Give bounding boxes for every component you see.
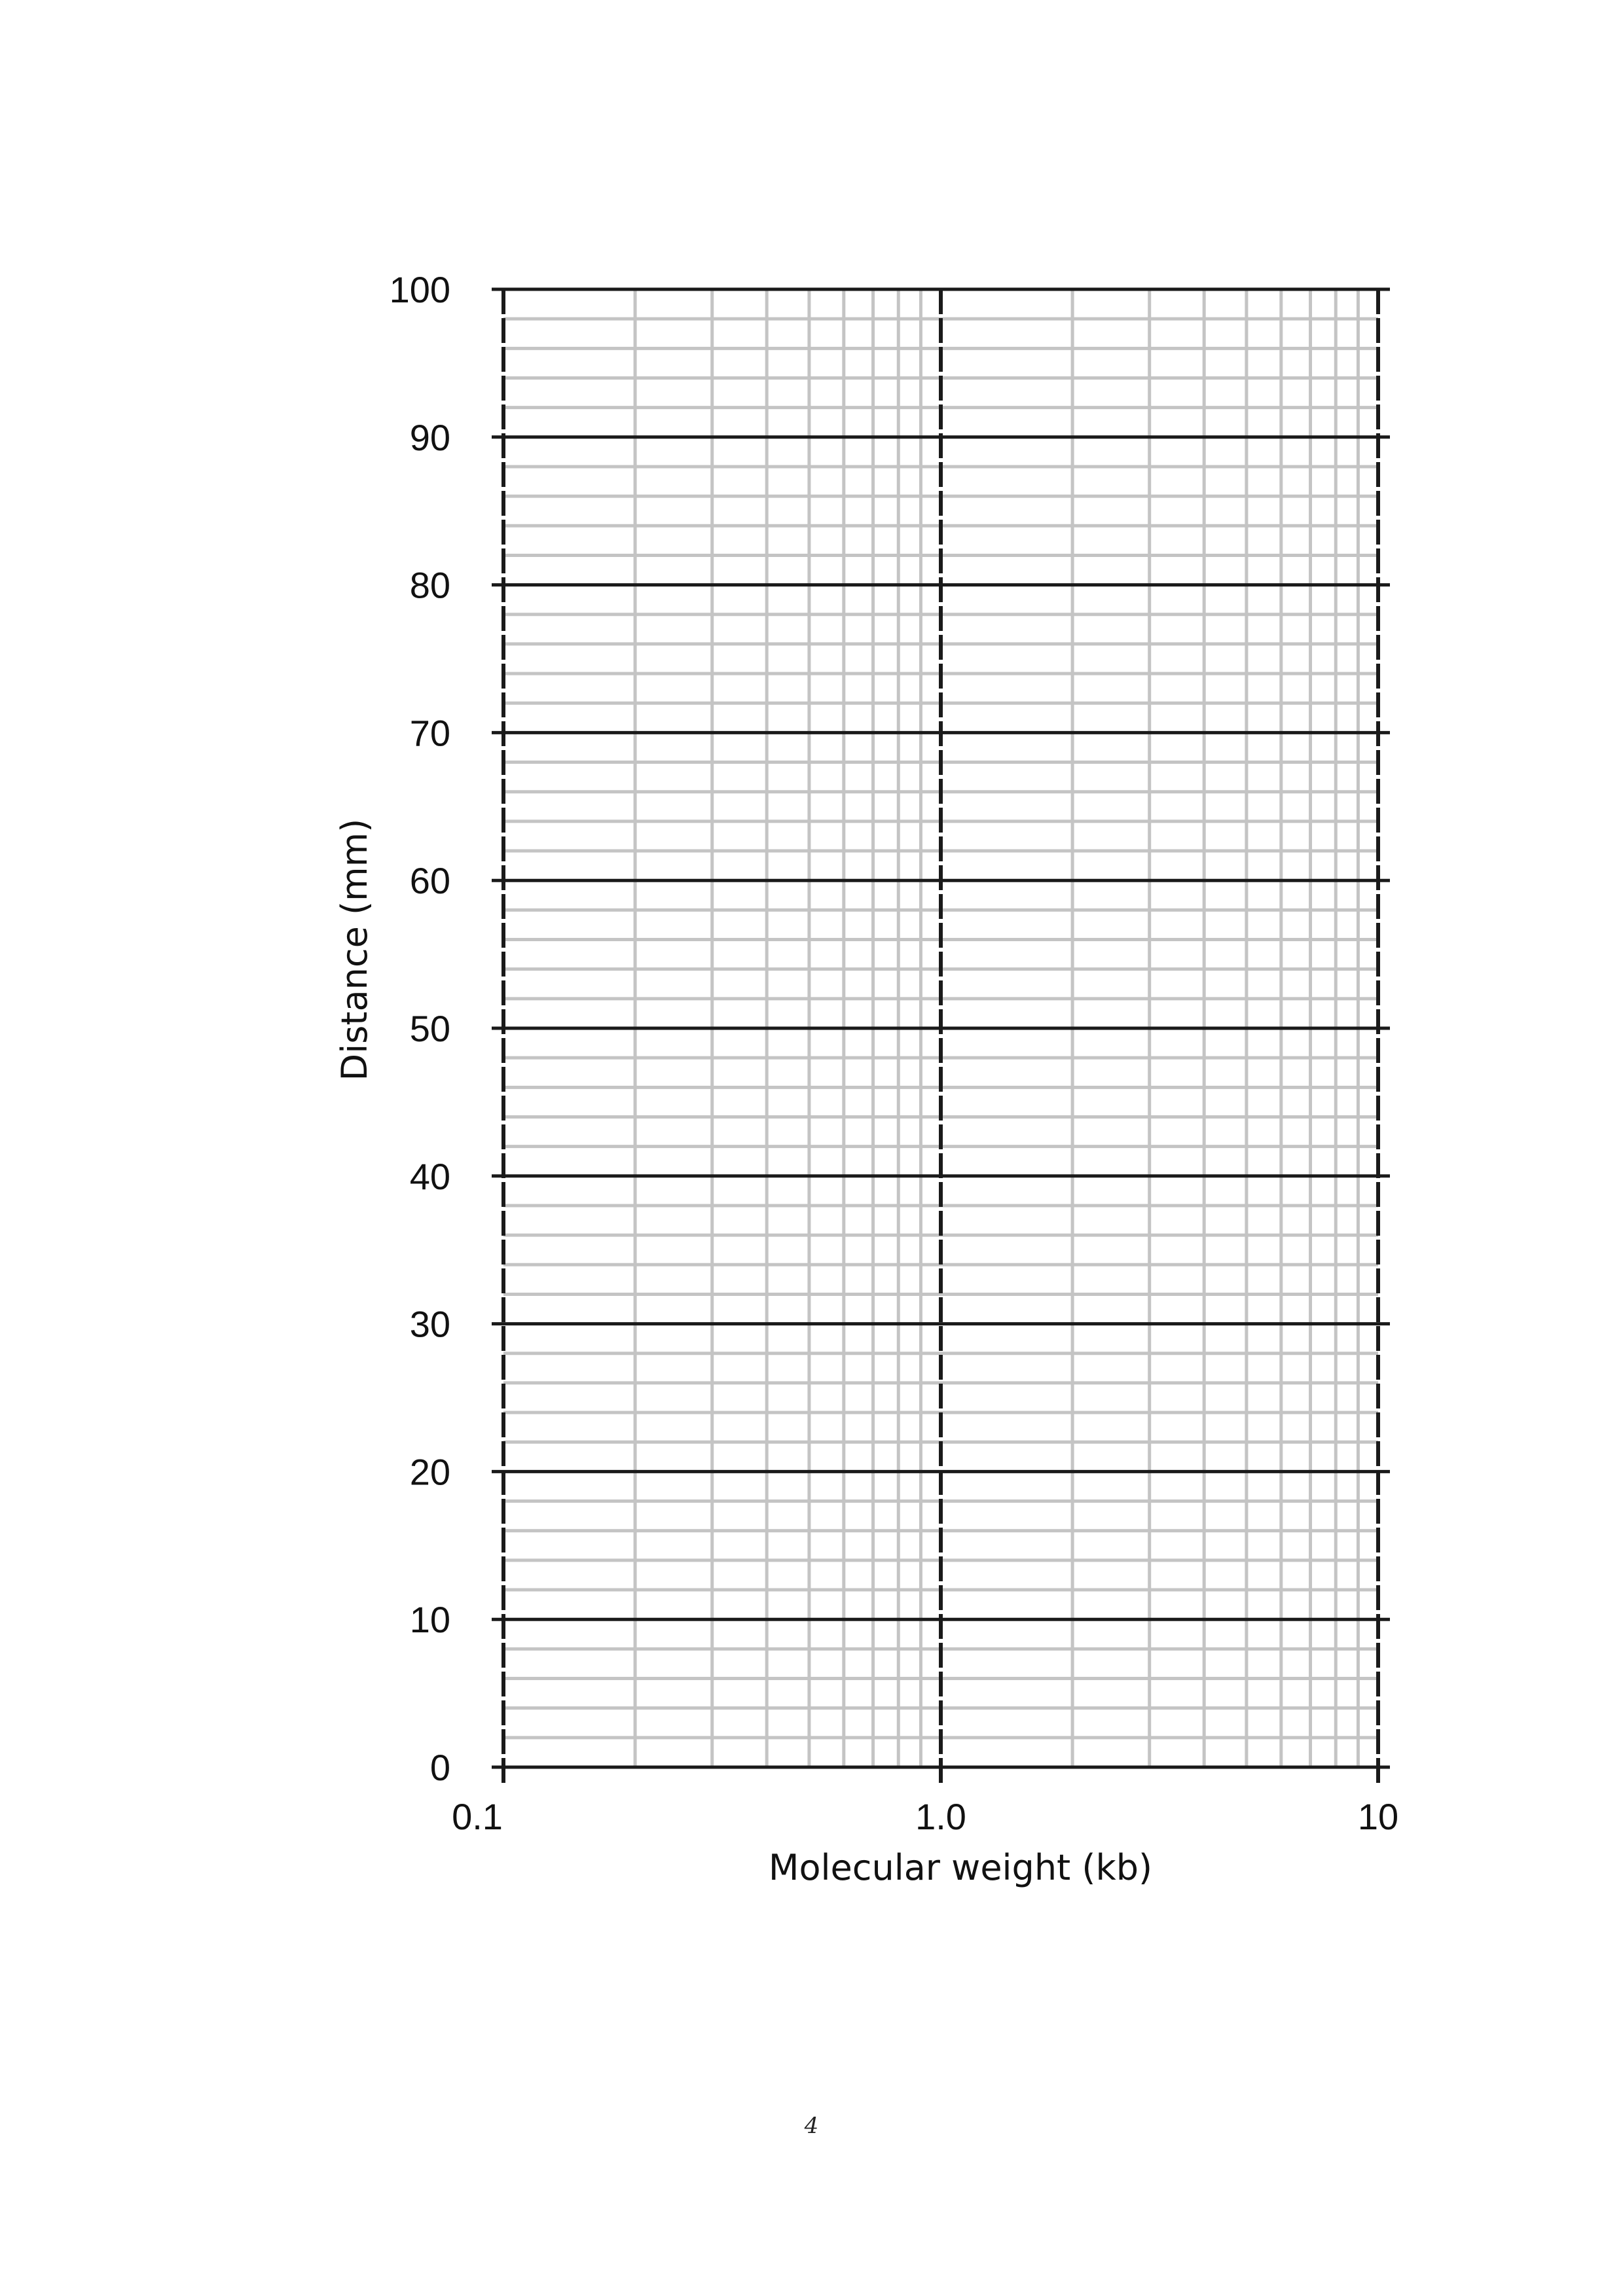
y-tick-label: 20 — [410, 1451, 450, 1492]
y-axis-title: Distance (mm) — [334, 819, 375, 1081]
y-tick-label: 50 — [410, 1008, 450, 1049]
y-tick-label: 60 — [410, 860, 450, 901]
y-tick-label: 90 — [410, 417, 450, 458]
y-tick-labels: 0 10 20 30 40 50 60 70 80 90 100 — [390, 269, 450, 1788]
x-axis-title: Molecular weight (kb) — [769, 1847, 1152, 1888]
y-tick-label: 70 — [410, 712, 450, 753]
page-number: 4 — [804, 2113, 819, 2139]
y-tick-label: 10 — [410, 1599, 450, 1640]
x-tick-labels: 0.1 1.0 10 — [452, 1796, 1398, 1837]
y-tick-label: 40 — [410, 1156, 450, 1197]
x-tick-label: 0.1 — [452, 1796, 503, 1837]
major-grid — [492, 287, 1390, 1783]
y-tick-label: 30 — [410, 1304, 450, 1345]
y-tick-label: 80 — [410, 565, 450, 606]
y-tick-label: 0 — [430, 1747, 450, 1788]
x-tick-label: 1.0 — [915, 1796, 966, 1837]
x-tick-label: 10 — [1358, 1796, 1398, 1837]
y-tick-label: 100 — [390, 269, 450, 310]
